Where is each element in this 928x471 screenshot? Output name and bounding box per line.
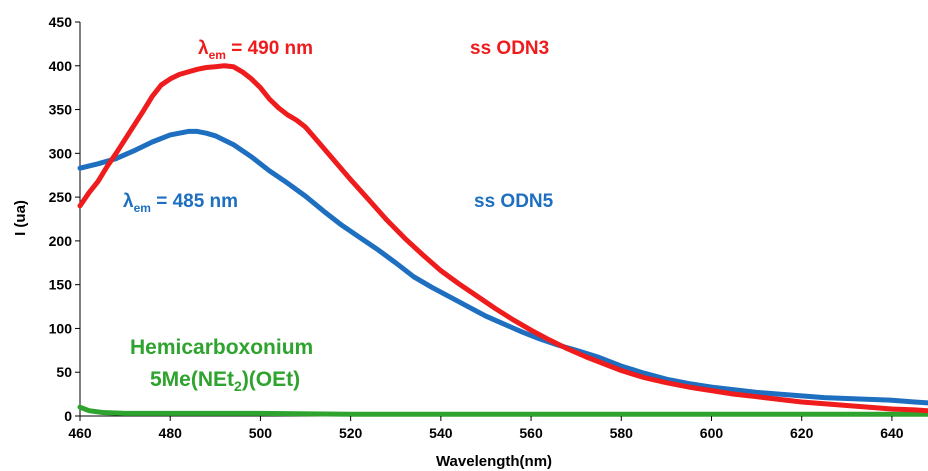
x-tick-label: 640: [880, 425, 904, 441]
annotation-text: )(OEt): [242, 368, 300, 391]
annotation-prefix: 5Me(NEt: [150, 368, 234, 391]
x-tick-label: 480: [159, 425, 183, 441]
x-tick-label: 500: [249, 425, 273, 441]
y-tick-label: 200: [49, 233, 73, 249]
x-tick-label: 600: [700, 425, 724, 441]
annotation-prefix: λ: [123, 191, 134, 212]
y-tick-label: 50: [56, 364, 72, 380]
annotation-odn5-label: ss ODN5: [474, 191, 554, 212]
x-tick-label: 540: [429, 425, 453, 441]
annotation-subscript: 2: [234, 378, 242, 394]
y-tick-label: 350: [49, 102, 73, 118]
x-tick-label: 520: [339, 425, 363, 441]
y-tick-label: 400: [49, 58, 73, 74]
y-axis-title: I (ua): [12, 200, 29, 236]
annotation-prefix: λ: [198, 38, 209, 59]
annotation-odn3-label: ss ODN3: [470, 38, 549, 59]
y-tick-label: 300: [49, 145, 73, 161]
annotation-text: = 485 nm: [151, 191, 238, 212]
y-tick-label: 150: [49, 277, 73, 293]
series-line-odn3: [77, 63, 928, 414]
y-tick-label: 0: [64, 408, 72, 424]
x-tick-label: 620: [790, 425, 814, 441]
series-line-odn5: [77, 128, 928, 406]
x-axis-title: Wavelength(nm): [436, 453, 552, 470]
annotation-hemi-label2: 5Me(NEt2)(OEt): [150, 368, 300, 394]
annotation-odn5-lambda: λem = 485 nm: [123, 191, 238, 215]
ticks-layer: 0 50 100 150 200 250 300 350 400 450 460 480 500 520 5…: [49, 14, 904, 441]
x-tick-label: 580: [610, 425, 634, 441]
y-tick-label: 100: [49, 320, 73, 336]
annotation-text: = 490 nm: [226, 38, 313, 59]
y-tick-label: 250: [49, 189, 73, 205]
series-layer: [77, 63, 928, 417]
x-tick-label: 560: [519, 425, 543, 441]
y-tick-label: 450: [49, 14, 73, 30]
annotation-hemi-label1: Hemicarboxonium: [130, 336, 313, 359]
x-tick-label: 460: [68, 425, 92, 441]
annotation-subscript: em: [134, 201, 151, 215]
annotation-odn3-lambda: λem = 490 nm: [198, 38, 313, 62]
annotation-subscript: em: [209, 48, 226, 62]
series-line-hemicarboxonium: [77, 404, 928, 417]
